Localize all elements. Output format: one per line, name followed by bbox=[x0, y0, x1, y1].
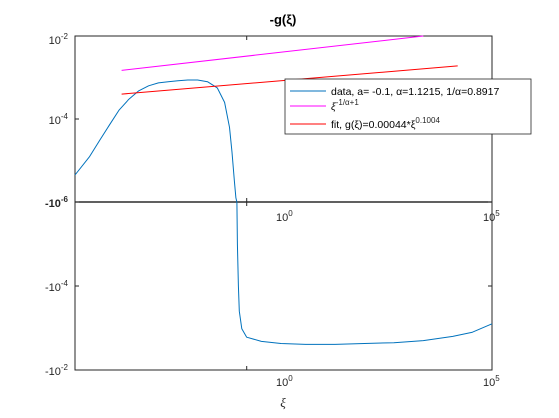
legend: data, a= -0.1, α=1.1215, 1/α=0.8917 ξ-1/… bbox=[284, 78, 532, 135]
x-axis-label: ξ bbox=[280, 395, 286, 410]
chart-title: -g(ξ) bbox=[270, 12, 297, 27]
y-tick-label-bottom-1e-4: -10-4 bbox=[45, 279, 69, 294]
y-tick-label-top-1e-4: 10-4 bbox=[49, 112, 69, 127]
x-tick-label-bottom-5: 105 bbox=[483, 374, 500, 389]
ticks-group bbox=[75, 35, 493, 371]
legend-label-fit: fit, g(ξ)=0.00044*ξ0.1004 bbox=[331, 116, 440, 131]
y-tick-label-top-1e-2: 10-2 bbox=[49, 32, 69, 47]
x-tick-label-bottom-0: 100 bbox=[276, 374, 293, 389]
series-line-data-top bbox=[74, 79, 238, 203]
y-tick-label-mid-1e-6: -10-6 bbox=[45, 195, 69, 210]
bottom-axes bbox=[74, 201, 493, 371]
legend-label-power: ξ-1/α+1 bbox=[331, 98, 359, 113]
x-tick-label-top-5: 105 bbox=[483, 209, 500, 224]
series-line-power-top bbox=[121, 35, 424, 71]
legend-box bbox=[284, 78, 532, 135]
y-tick-label-bottom-1e-2: -10-2 bbox=[45, 363, 69, 378]
y-tick-labels: 10-2 10-4 -10-6 -10-4 -10-2 bbox=[45, 32, 69, 378]
bottom-axes-box bbox=[74, 201, 493, 371]
legend-label-data: data, a= -0.1, α=1.1215, 1/α=0.8917 bbox=[331, 86, 499, 98]
series-line-data-bottom bbox=[236, 201, 493, 345]
